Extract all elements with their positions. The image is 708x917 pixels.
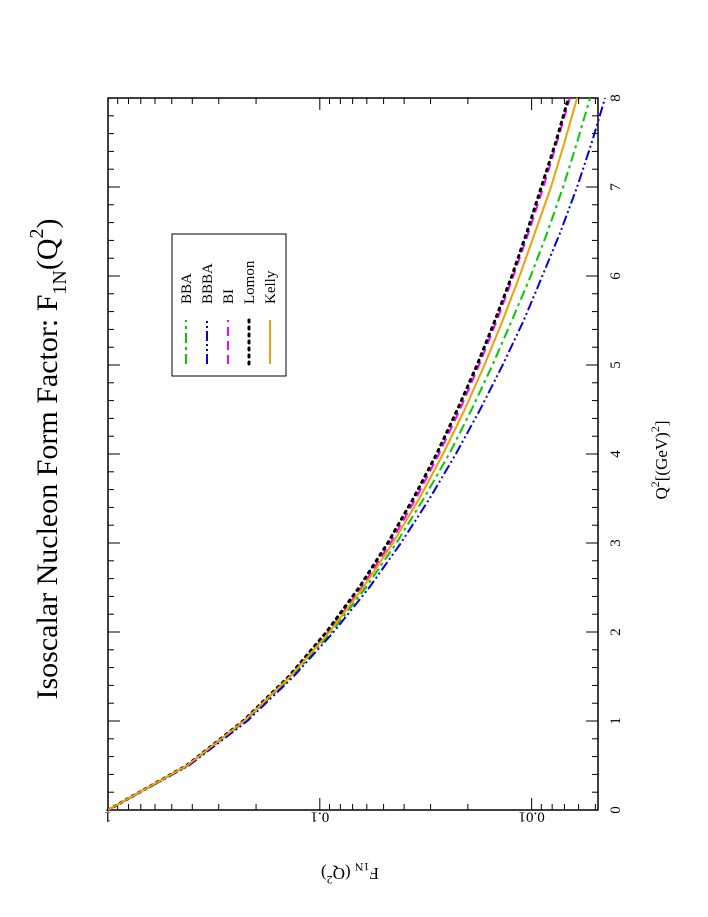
x-tick-label: 0 [608,806,624,814]
legend-label-bi: BI [221,289,237,304]
x-tick-label: 2 [608,628,624,636]
legend-box [171,233,287,377]
x-tick-label: 1 [608,717,624,725]
series-line-kelly [107,97,579,811]
y-tick-label: 0.01 [519,808,545,824]
x-tick-label: 5 [608,361,624,369]
legend-label-lomon: Lomon [242,260,258,304]
series-line-bbba [107,97,607,811]
x-tick-label: 7 [608,183,624,191]
plot-frame [107,97,599,811]
legend: BBA BBBA BI Lomon Kelly [171,233,287,377]
y-axis-label: F1N (Q2) [321,860,379,887]
y-tick-label: 0.1 [310,808,329,824]
series-line-bi [107,97,571,811]
y-tick-label: 1 [104,808,112,824]
legend-label-bbba: BBBA [200,263,216,304]
x-tick-label: 3 [608,539,624,547]
plot-area: 0 1 2 3 4 5 6 7 8 1 0.1 0.01 [104,94,624,824]
x-axis-label: Q2[(GeV)2] [648,420,671,499]
legend-label-kelly: Kelly [263,270,279,304]
series-line-lomon [106,96,570,812]
chart-title: Isoscalar Nucleon Form Factor: F1N(Q2) [26,218,71,699]
x-tick-label: 6 [608,272,624,280]
x-tick-label: 8 [608,94,624,102]
legend-label-bba: BBA [179,273,195,304]
series-line-bba [107,97,591,811]
x-tick-label: 4 [608,450,624,458]
